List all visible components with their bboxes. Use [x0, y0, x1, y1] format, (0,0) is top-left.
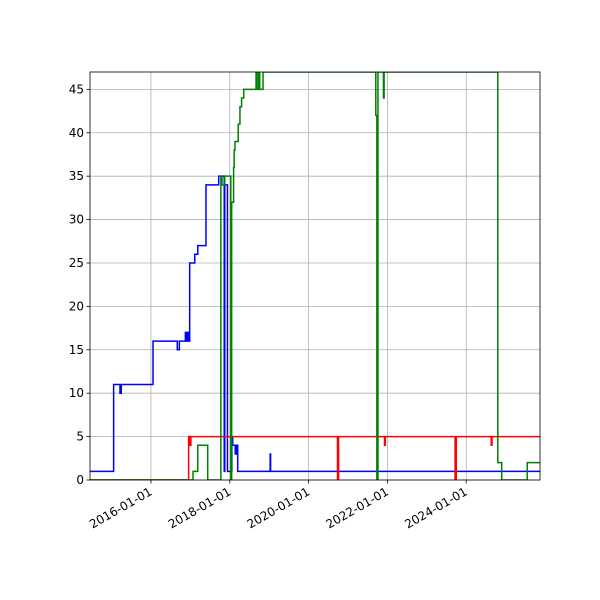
series-line-1 — [90, 175, 540, 473]
series-line-3 — [90, 72, 540, 480]
y-tick-label: 10 — [69, 386, 84, 400]
plot-frame — [89, 71, 541, 481]
y-tick-label: 45 — [69, 82, 84, 96]
y-tick-label: 30 — [69, 213, 84, 227]
y-tick-label: 0 — [76, 473, 84, 487]
y-tick-label: 20 — [69, 299, 84, 313]
grid — [90, 72, 540, 481]
y-tick-label: 40 — [69, 126, 84, 140]
y-tick-label: 25 — [69, 256, 84, 270]
y-tick-label: 5 — [76, 430, 84, 444]
y-tick-label: 35 — [69, 169, 84, 183]
y-axis: 0 5 10 15 20 25 30 35 40 45 — [69, 82, 90, 487]
y-tick-label: 15 — [69, 343, 84, 357]
series-line-2 — [90, 435, 540, 480]
series-layer — [90, 72, 540, 480]
